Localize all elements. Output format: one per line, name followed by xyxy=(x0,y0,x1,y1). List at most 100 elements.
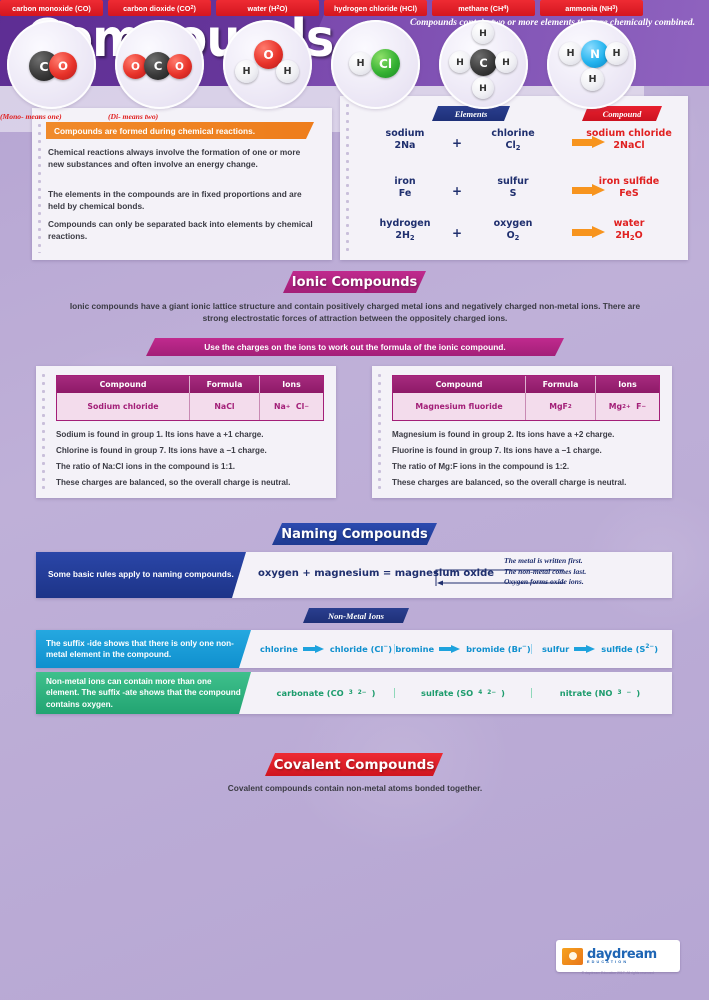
ide-items: chlorine chloride (Cl−) bromine bromide (… xyxy=(258,630,668,668)
ide-item-1: bromine bromide (Br−) xyxy=(394,644,531,654)
atom-h: H xyxy=(276,60,299,83)
reactant-a-0: sodium 2Na xyxy=(385,128,425,151)
logo-brand-subtitle: EDUCATION xyxy=(587,959,629,964)
molecule-diagram: H Cl xyxy=(331,20,420,109)
molecule-note: (Mono- means one) xyxy=(0,112,62,121)
ionic-fact-line-2: The ratio of Mg:F ions in the compound i… xyxy=(392,462,570,471)
reactant-b-2: oxygen O2 xyxy=(493,218,533,242)
ide-to: sulfide (S2−) xyxy=(601,644,659,654)
atom-h: H xyxy=(495,51,517,73)
atom-n: N xyxy=(581,40,609,68)
reaction-table-panel: Elements Compound sodium 2Na + chlorine Cl2 s… xyxy=(340,96,688,260)
ide-to: chloride (Cl−) xyxy=(329,644,392,654)
reactant-b-1: sulfur S xyxy=(497,176,529,199)
dotted-edge-decoration xyxy=(37,115,42,253)
ide-item-0: chlorine chloride (Cl−) xyxy=(258,644,394,654)
atom-h: H xyxy=(472,77,494,99)
plus-sign-0: + xyxy=(452,136,463,150)
reactant-a-1: iron Fe xyxy=(394,176,416,199)
atom-h: H xyxy=(559,42,582,65)
ionic-table: Compound Formula Ions Sodium chloride Na… xyxy=(56,375,324,421)
ionic-fact-line-1: Chlorine is found in group 7. Its ions h… xyxy=(56,446,267,455)
col-header-formula: Formula xyxy=(189,376,259,393)
product-2: water 2H2O xyxy=(613,218,645,242)
callout-line-1: The metal is written first. xyxy=(504,556,583,565)
cell-compound-name: Sodium chloride xyxy=(87,402,159,411)
ionic-table: Compound Formula Ions Magnesium fluoride… xyxy=(392,375,660,421)
molecule-card-3: hydrogen chloride (HCl) H Cl xyxy=(324,0,427,132)
molecule-label: methane (CH 4) xyxy=(432,0,535,16)
atom-h: H xyxy=(581,68,604,91)
ionic-intro-text: Ionic compounds have a giant ionic latti… xyxy=(69,301,641,323)
ionic-fact-line-3: These charges are balanced, so the overa… xyxy=(392,478,627,487)
cell-formula: MgF 2 xyxy=(525,393,595,420)
molecule-label: ammonia (NH 3) xyxy=(540,0,643,16)
ide-item-2: sulfur sulfide (S2−) xyxy=(531,644,668,654)
compound-tag: Compound xyxy=(582,106,662,121)
ionic-table-panel-sodium-chloride: Compound Formula Ions Sodium chloride Na… xyxy=(36,366,336,498)
non-metal-ate-row: Non-metal ions can contain more than one… xyxy=(36,672,672,714)
col-header-compound: Compound xyxy=(99,380,147,389)
ionic-fact-line-1: Fluorine is found in group 7. Its ions h… xyxy=(392,446,602,455)
transform-arrow-icon xyxy=(574,645,596,653)
naming-callout-notes: The metal is written first. The non-meta… xyxy=(504,556,664,588)
section-heading-ionic-compounds: Ionic Compounds xyxy=(283,271,426,293)
molecule-card-0: carbon monoxide (CO) C O (Mono- means one) xyxy=(0,0,103,132)
reaction-arrow-0 xyxy=(572,136,606,148)
product-1: iron sulfide FeS xyxy=(598,176,660,199)
daydream-education-logo[interactable]: daydream EDUCATION xyxy=(556,940,680,972)
product-0: sodium chloride 2NaCl xyxy=(586,128,672,151)
cell-ions: Mg 2+ F − xyxy=(595,393,659,420)
ate-item-0: carbonate (CO 3 2−) xyxy=(276,688,376,698)
callout-line-2: The non-metal comes last. xyxy=(504,566,587,576)
ate-items: carbonate (CO 3 2−) sulfate (SO 4 2−) nitrate … xyxy=(258,672,668,714)
non-metal-ions-tag: Non-Metal Ions xyxy=(303,608,409,623)
naming-rules-panel: Some basic rules apply to naming compoun… xyxy=(36,552,672,598)
ionic-table-panel-magnesium-fluoride: Compound Formula Ions Magnesium fluoride… xyxy=(372,366,672,498)
naming-rule-label: Some basic rules apply to naming compoun… xyxy=(36,552,246,598)
col-header-ions: Ions xyxy=(259,376,323,393)
col-header-ions: Ions xyxy=(595,376,659,393)
section-heading-naming-compounds: Naming Compounds xyxy=(272,523,437,545)
ate-item-2: nitrate (NO 3−) xyxy=(531,688,668,698)
atom-o: O xyxy=(123,54,148,79)
plus-sign-2: + xyxy=(452,226,463,240)
molecule-label: carbon monoxide (CO) xyxy=(0,0,103,16)
molecule-card-1: carbon dioxide (CO 2) O C O (Di- means two) xyxy=(108,0,211,132)
ionic-fact-line-0: Magnesium is found in group 2. Its ions … xyxy=(392,430,615,439)
reactant-b-0: chlorine Cl2 xyxy=(491,128,535,152)
intro-paragraph-3: Compounds can only be separated back int… xyxy=(48,219,313,241)
ate-item-1: sulfate (SO 4 2−) xyxy=(394,688,531,698)
dotted-edge-decoration xyxy=(377,373,382,491)
molecule-card-5: ammonia (NH 3) H N H H xyxy=(540,0,643,132)
intro-text-panel: Compounds are formed during chemical rea… xyxy=(32,108,332,260)
atom-h: H xyxy=(605,42,628,65)
atom-cl: Cl xyxy=(371,49,400,78)
cell-formula: NaCl xyxy=(189,393,259,420)
molecule-note: (Di- means two) xyxy=(108,112,159,121)
atom-c: C xyxy=(470,49,497,76)
molecule-label: water (H 2 O) xyxy=(216,0,319,16)
atom-h: H xyxy=(349,52,372,75)
ionic-instruction-banner: Use the charges on the ions to work out … xyxy=(146,338,564,356)
col-header-compound: Compound xyxy=(435,380,483,389)
transform-arrow-icon xyxy=(439,645,461,653)
dotted-edge-decoration xyxy=(41,373,46,491)
reaction-arrow-1 xyxy=(572,184,606,196)
molecule-label: hydrogen chloride (HCl) xyxy=(324,0,427,16)
atom-h: H xyxy=(472,22,494,44)
ionic-fact-line-2: The ratio of Na:Cl ions in the compound … xyxy=(56,462,235,471)
ide-from: chlorine xyxy=(260,644,298,654)
cell-ions: Na + Cl − xyxy=(259,393,323,420)
ide-from: bromine xyxy=(395,644,435,654)
ionic-fact-line-0: Sodium is found in group 1. Its ions hav… xyxy=(56,430,264,439)
reaction-arrow-2 xyxy=(572,226,606,238)
elements-tag: Elements xyxy=(432,106,510,121)
logo-brand-name: daydream xyxy=(587,946,657,962)
covalent-intro-text: Covalent compounds contain non-metal ato… xyxy=(227,783,483,793)
